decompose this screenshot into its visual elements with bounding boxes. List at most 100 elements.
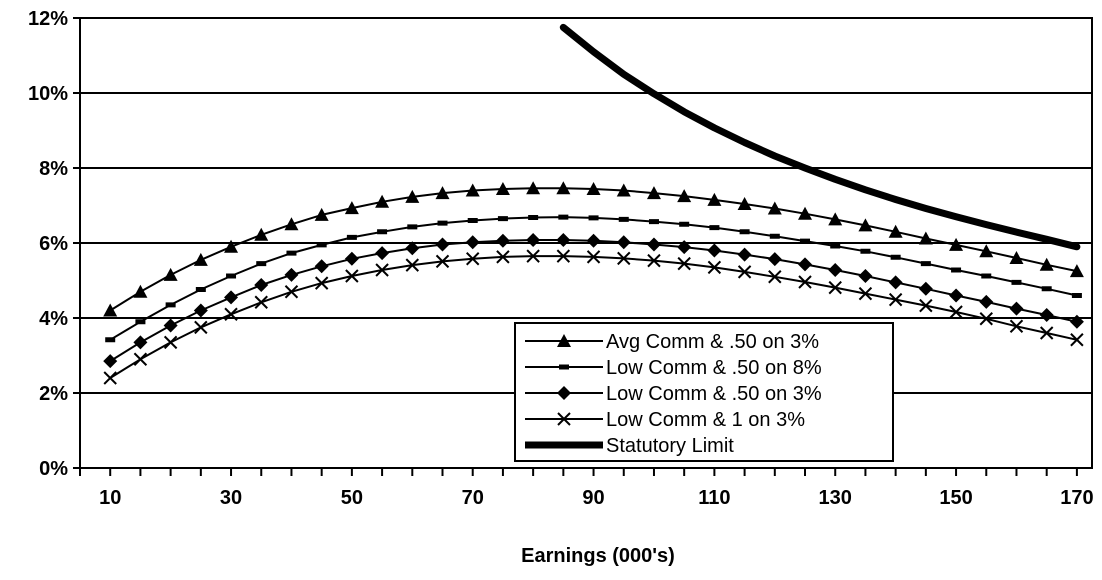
diamond-marker	[979, 294, 994, 309]
x-axis-title: Earnings (000's)	[521, 545, 675, 567]
x-marker	[737, 265, 752, 279]
series-layer	[103, 23, 1084, 385]
dash-marker	[830, 243, 841, 249]
diamond-marker	[224, 290, 239, 305]
triangle-marker	[646, 186, 661, 200]
triangle-marker	[526, 181, 541, 195]
diamond-marker	[586, 233, 601, 248]
legend-label: Low Comm & .50 on 3%	[606, 383, 822, 405]
x-marker	[194, 320, 208, 335]
triangle-marker	[133, 284, 148, 298]
diamond-marker	[254, 278, 269, 292]
x-tick-label: 150	[939, 487, 972, 509]
triangle-marker	[224, 239, 239, 253]
triangle-marker	[1039, 257, 1054, 271]
x-marker	[979, 312, 993, 326]
x-marker	[768, 270, 782, 284]
x-marker	[133, 352, 148, 366]
diamond-marker	[495, 233, 510, 248]
diamond-marker	[556, 233, 571, 247]
dash-marker	[769, 233, 780, 239]
diamond-marker	[1039, 308, 1054, 322]
diamond-marker	[344, 251, 359, 266]
dash-marker	[981, 273, 992, 279]
y-tick-label: 6%	[39, 233, 68, 255]
series-line	[559, 23, 1081, 251]
triangle-marker	[586, 182, 601, 195]
x-marker	[103, 371, 117, 385]
x-marker	[224, 307, 238, 321]
diamond-marker	[616, 235, 631, 250]
x-marker	[526, 249, 540, 263]
x-marker	[828, 280, 842, 295]
x-tick-label: 90	[582, 487, 604, 509]
legend-label: Statutory Limit	[606, 435, 734, 457]
triangle-marker	[405, 189, 420, 203]
y-tick-label: 0%	[39, 458, 68, 480]
x-marker	[314, 276, 329, 290]
dash-marker	[951, 267, 962, 273]
x-marker	[1009, 319, 1024, 333]
dash-marker	[497, 216, 508, 222]
x-marker	[556, 249, 571, 263]
x-marker	[557, 412, 571, 426]
diamond-marker	[1009, 301, 1024, 316]
plot-frame	[79, 17, 1093, 469]
legend: Avg Comm & .50 on 3% Low Comm & .50 on 8%…	[514, 322, 894, 462]
dash-marker	[890, 254, 901, 260]
x-marker	[707, 260, 722, 275]
x-tick-label: 50	[341, 487, 363, 509]
x-marker	[798, 275, 812, 289]
dash-marker	[377, 229, 388, 235]
diamond-marker	[767, 252, 782, 267]
dash-marker	[286, 250, 297, 256]
diamond-marker	[828, 263, 843, 277]
dash-marker	[467, 218, 478, 223]
diamond-marker	[1069, 314, 1084, 329]
series-0	[103, 181, 1084, 317]
dash-marker	[648, 219, 659, 225]
diamond-marker	[314, 259, 329, 274]
triangle-marker	[979, 244, 994, 258]
y-tick-label: 10%	[28, 83, 68, 105]
x-marker	[586, 250, 601, 264]
triangle-marker	[556, 181, 571, 195]
y-tick-label: 12%	[28, 8, 68, 30]
x-marker	[435, 254, 450, 269]
diamond-marker	[557, 386, 571, 400]
triangle-marker	[375, 194, 390, 208]
diamond-marker	[375, 246, 390, 261]
dash-marker	[1041, 286, 1052, 292]
diamond-marker	[949, 288, 964, 303]
dash-marker	[165, 302, 176, 308]
x-marker	[284, 285, 299, 299]
diamond-marker	[103, 354, 118, 369]
triangle-marker	[737, 197, 752, 210]
triangle-marker	[858, 218, 873, 232]
y-tick-label: 2%	[39, 383, 68, 405]
y-tick-label: 8%	[39, 158, 68, 180]
dash-marker	[679, 221, 690, 227]
legend-item: Low Comm & 1 on 3%	[525, 409, 805, 431]
x-marker	[919, 298, 933, 313]
dash-marker	[1011, 279, 1022, 285]
diamond-marker	[677, 240, 692, 255]
x-tick-label: 70	[462, 487, 484, 509]
series-4	[559, 23, 1081, 251]
triangle-marker	[1009, 251, 1024, 264]
dash-marker	[407, 224, 418, 230]
x-marker	[949, 305, 963, 319]
triangle-marker	[616, 183, 631, 197]
triangle-marker	[163, 267, 178, 281]
diamond-marker	[737, 247, 752, 262]
diamond-marker	[133, 335, 148, 350]
triangle-marker	[495, 182, 510, 195]
x-marker	[677, 256, 691, 271]
triangle-marker	[344, 201, 359, 215]
legend-label: Avg Comm & .50 on 3%	[606, 331, 819, 353]
diamond-marker	[918, 281, 933, 296]
x-marker	[405, 258, 420, 272]
x-marker	[647, 253, 661, 268]
legend-item: Avg Comm & .50 on 3%	[525, 331, 819, 353]
triangle-marker	[103, 303, 118, 317]
